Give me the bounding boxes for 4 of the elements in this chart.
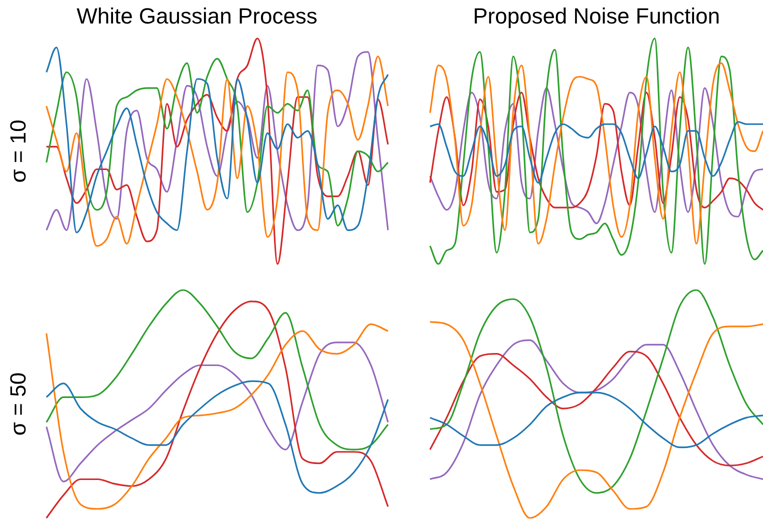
chart-title: Proposed Noise Function [472, 3, 720, 28]
chart-title: White Gaussian Process [76, 3, 318, 28]
y-axis-title: σ = 50 [5, 372, 30, 436]
y-axis-title: σ = 10 [5, 120, 30, 183]
